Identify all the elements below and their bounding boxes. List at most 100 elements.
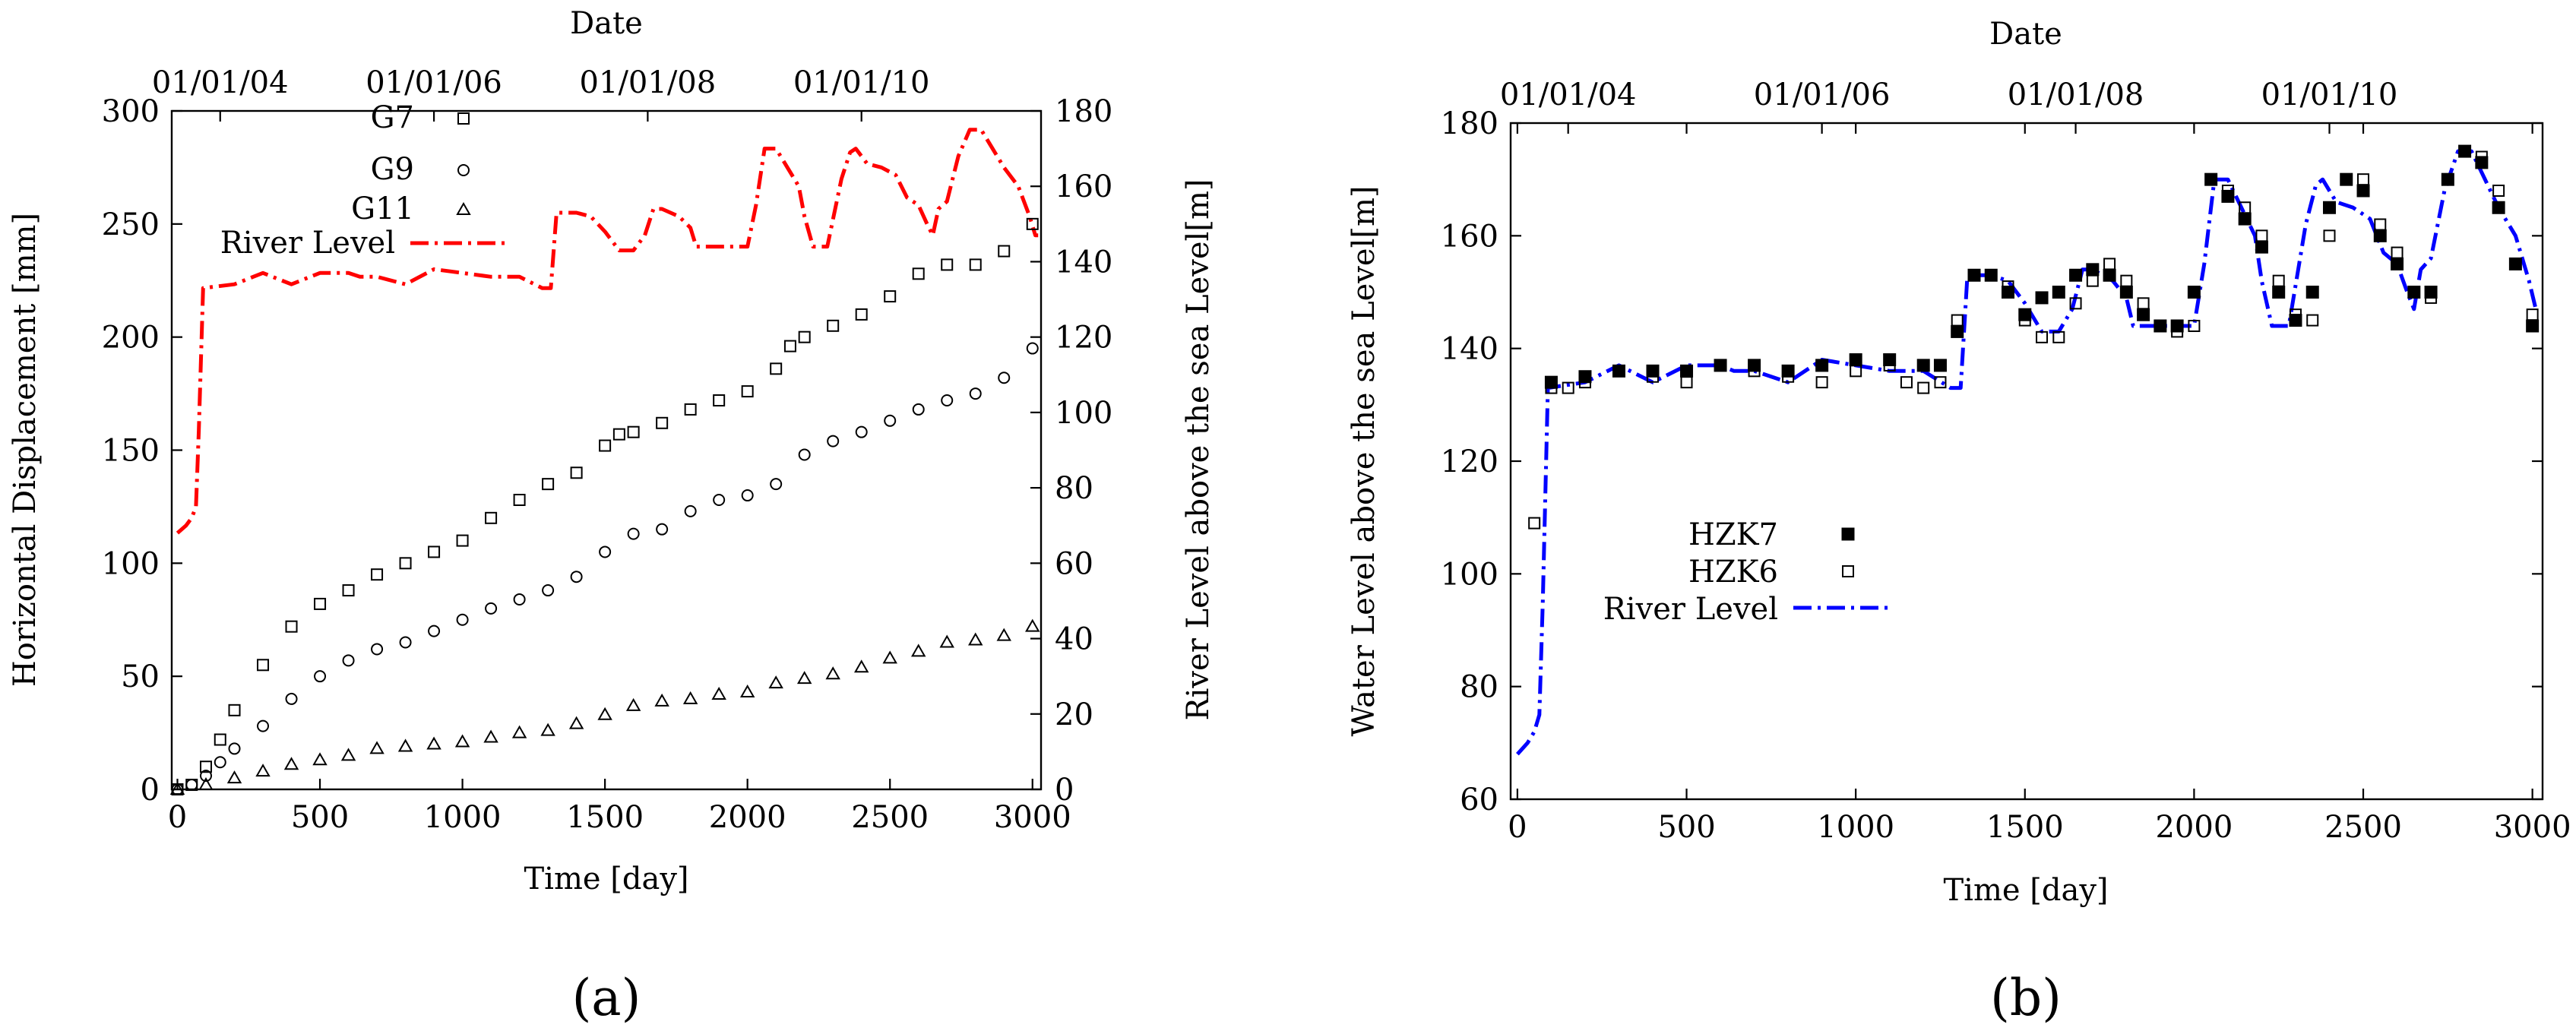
data-point-hzk6 <box>2323 229 2336 242</box>
top-date-tick-label: 01/01/08 <box>580 65 717 100</box>
data-point-g7 <box>656 416 669 429</box>
y-tick-label: 180 <box>1441 106 1498 141</box>
data-point-g9 <box>542 584 555 597</box>
y-axis-label-right-a: River Level above the sea Level[m] <box>1181 179 1216 721</box>
y-axis-label-a: Horizontal Displacement [mm] <box>8 213 43 687</box>
data-point-g9 <box>884 414 897 427</box>
data-point-hzk6 <box>1578 376 1591 389</box>
data-point-g7 <box>428 545 441 558</box>
data-point-g11 <box>882 650 897 664</box>
legend-a: G7 G9 G11 River Level <box>220 100 506 261</box>
y-tick-label: 100 <box>1441 557 1498 592</box>
data-point-g9 <box>428 625 441 637</box>
data-point-g11 <box>169 781 185 795</box>
data-point-hzk6 <box>1900 376 1913 389</box>
data-point-hzk7 <box>1951 324 1964 338</box>
axis-ticks-b: 0 500 1000 1500 2000 2500 3000 01/01/04 01/01/06… <box>1441 77 2571 845</box>
data-point-g7 <box>485 511 498 524</box>
data-point-hzk6 <box>2442 173 2454 186</box>
data-point-g9 <box>257 719 270 732</box>
data-point-g7 <box>741 385 754 398</box>
legend-label-hzk7: HZK7 <box>1688 517 1778 552</box>
y-tick-label: 200 <box>102 321 160 356</box>
data-point-hzk6 <box>1714 359 1727 372</box>
data-point-g9 <box>684 504 697 517</box>
y-tick-label: 80 <box>1460 670 1498 705</box>
legend-marker-g7 <box>457 112 470 125</box>
data-point-hzk6 <box>2306 314 2319 327</box>
x-tick-label: 500 <box>291 800 349 835</box>
data-point-hzk6 <box>2509 258 2522 270</box>
data-point-g9 <box>285 692 298 705</box>
series-layer-b <box>1516 144 2540 756</box>
data-point-g11 <box>968 632 983 646</box>
data-point-hzk6 <box>2052 330 2065 343</box>
panel-label-a: (a) <box>572 969 641 1027</box>
data-point-g7 <box>200 760 213 773</box>
plot-frame-b <box>1509 122 2544 801</box>
x-tick-label: 1000 <box>1817 810 1894 845</box>
data-point-hzk7 <box>2373 229 2387 242</box>
top-date-tick-label: 01/01/06 <box>1754 77 1891 112</box>
data-point-hzk6 <box>2526 308 2539 321</box>
y-tick-label: 160 <box>1441 219 1498 254</box>
data-point-g9 <box>855 425 868 438</box>
x-tick-label: 1500 <box>566 800 644 835</box>
legend-symbol-hzk7 <box>1841 527 1855 541</box>
data-point-g9 <box>941 394 954 407</box>
data-point-g7 <box>214 733 226 746</box>
data-point-g9 <box>713 493 726 506</box>
data-point-g9 <box>185 779 198 792</box>
top-date-tick-label: 01/01/10 <box>793 65 930 100</box>
data-point-hzk6 <box>1528 517 1541 530</box>
x-tick-label: 0 <box>1508 810 1527 845</box>
y-right-tick-label: 100 <box>1055 396 1112 431</box>
data-point-hzk6 <box>2425 291 2438 304</box>
top-date-tick-label: 01/01/04 <box>152 65 289 100</box>
data-point-g9 <box>342 654 355 667</box>
data-point-hzk7 <box>2052 286 2065 299</box>
data-point-g9 <box>969 387 982 400</box>
legend-symbol-g7 <box>457 112 470 125</box>
y-tick-label: 140 <box>1441 332 1498 367</box>
data-point-g7 <box>371 568 384 581</box>
data-point-g7 <box>827 319 840 332</box>
series-line-river-level <box>176 128 1039 535</box>
data-point-hzk6 <box>2391 246 2404 259</box>
data-point-g11 <box>397 738 413 752</box>
data-point-hzk6 <box>2103 258 2116 270</box>
data-point-hzk6 <box>2289 308 2302 321</box>
y-tick-label: 0 <box>141 773 160 808</box>
data-point-hzk6 <box>2120 274 2133 287</box>
x-tick-label: 0 <box>168 800 187 835</box>
data-point-g9 <box>485 602 498 615</box>
data-point-g11 <box>711 686 726 700</box>
data-point-hzk6 <box>1985 269 1998 282</box>
data-point-g7 <box>599 439 612 452</box>
legend-marker-g11 <box>456 201 471 215</box>
data-point-hzk7 <box>2356 184 2370 198</box>
data-point-hzk7 <box>2322 201 2336 214</box>
data-point-hzk7 <box>2187 286 2201 299</box>
data-point-hzk7 <box>1714 359 1727 372</box>
data-point-hzk6 <box>1612 365 1625 378</box>
y-tick-label: 300 <box>102 94 160 129</box>
data-point-g9 <box>912 403 925 416</box>
legend-b: HZK7 HZK6 River Level <box>1603 517 1894 627</box>
x-tick-label: 1500 <box>1986 810 2064 845</box>
data-point-g9 <box>741 489 754 502</box>
data-point-g11 <box>483 729 498 743</box>
data-point-g7 <box>228 704 241 716</box>
data-point-g11 <box>426 736 441 750</box>
data-point-hzk7 <box>2154 319 2167 333</box>
data-point-hzk6 <box>2407 286 2420 299</box>
legend-label-g7: G7 <box>371 100 414 135</box>
data-point-hzk6 <box>1934 376 1947 389</box>
data-point-g9 <box>627 527 640 540</box>
data-point-g11 <box>340 748 356 761</box>
y-tick-label: 100 <box>102 546 160 581</box>
data-point-g9 <box>456 613 469 626</box>
data-point-g9 <box>314 670 327 683</box>
y-tick-label: 250 <box>102 207 160 242</box>
